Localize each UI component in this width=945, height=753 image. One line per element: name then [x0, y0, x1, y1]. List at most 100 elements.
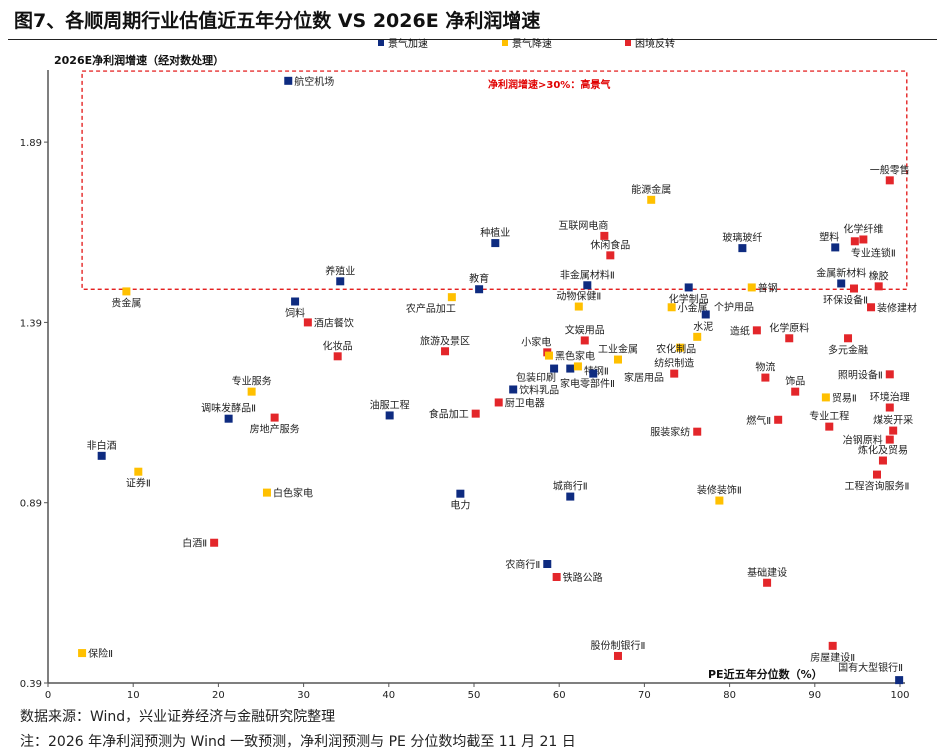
point-label: 电力: [450, 499, 470, 512]
data-point: [270, 413, 279, 422]
x-tick-label: 40: [382, 690, 395, 700]
data-point: [543, 560, 552, 569]
x-tick-label: 0: [45, 690, 51, 700]
point-label: 装修装饰Ⅱ: [697, 484, 742, 497]
data-point: [566, 492, 575, 501]
point-label: 环保设备Ⅱ: [823, 294, 868, 307]
data-point: [606, 251, 615, 260]
data-point: [791, 387, 800, 396]
x-tick-label: 50: [468, 690, 481, 700]
data-point: [262, 488, 271, 497]
x-axis-label: PE近五年分位数（%）: [708, 667, 823, 681]
point-label: 饰品: [785, 375, 805, 388]
high-growth-zone: [81, 70, 908, 290]
data-point: [613, 355, 622, 364]
point-label: 厨卫电器: [505, 396, 545, 409]
point-label: 装修建材: [877, 301, 917, 314]
data-point: [544, 351, 553, 360]
data-point: [303, 318, 312, 327]
data-point: [134, 467, 143, 476]
point-label: 橡胶: [869, 269, 889, 282]
point-label: 黑色家电: [555, 350, 595, 363]
legend-swatch-decel: [502, 40, 508, 46]
point-label: 包装印刷: [516, 371, 556, 384]
data-point: [850, 237, 859, 246]
legend-label-decel: 景气降速: [512, 37, 552, 50]
data-point: [747, 283, 756, 292]
point-label: 国有大型银行Ⅱ: [838, 661, 903, 674]
legend-label-turn: 困境反转: [635, 37, 675, 50]
data-point: [828, 641, 837, 650]
point-label: 环境治理: [870, 391, 910, 404]
point-label: 房地产服务: [250, 423, 300, 436]
data-point: [878, 456, 887, 465]
point-label: 化妆品: [323, 339, 353, 352]
point-label: 物流: [755, 361, 775, 374]
y-tick-label: 0.39: [20, 679, 42, 690]
point-label: 服装家纺: [650, 426, 690, 439]
data-point: [667, 303, 676, 312]
data-point: [589, 369, 598, 378]
data-point: [471, 409, 480, 418]
data-point: [763, 578, 772, 587]
data-point: [785, 334, 794, 343]
point-label: 照明设备Ⅱ: [838, 368, 883, 381]
point-label: 造纸: [730, 324, 750, 337]
data-point: [849, 284, 858, 293]
data-point: [97, 451, 106, 460]
point-label: 饮料乳品: [519, 383, 559, 396]
point-label: 旅游及景区: [420, 334, 470, 347]
point-label: 动物保健Ⅱ: [556, 290, 601, 303]
point-label: 白色家电: [273, 487, 313, 500]
point-label: 酒店餐饮: [314, 316, 354, 329]
point-label: 铁路公路: [563, 571, 603, 584]
data-point: [580, 336, 589, 345]
data-point: [509, 385, 518, 394]
legend-swatch-turn: [625, 40, 631, 46]
point-label: 教育: [469, 272, 489, 285]
point-label: 休闲食品: [590, 238, 630, 251]
point-label: 冶钢原料: [843, 434, 883, 447]
point-label: 食品加工: [429, 408, 469, 421]
point-label: 专业服务: [232, 375, 272, 388]
source-note: 数据来源：Wind，兴业证券经济与金融研究院整理: [20, 709, 336, 725]
point-label: 能源金属: [631, 183, 671, 196]
legend: 景气加速 景气降速 困境反转: [378, 37, 675, 50]
point-label: 化学纤维: [843, 222, 883, 235]
point-label: 工程咨询服务Ⅱ: [845, 480, 910, 493]
data-point: [885, 403, 894, 412]
data-point: [701, 310, 710, 319]
data-point: [885, 370, 894, 379]
point-label: 非金属材料Ⅱ: [560, 268, 615, 281]
data-point: [647, 195, 656, 204]
point-label: 煤炭开采: [873, 414, 913, 427]
point-label: 水泥: [693, 320, 713, 333]
point-label: 金属新材料: [816, 266, 866, 279]
y-tick-label: 1.39: [20, 318, 42, 329]
data-point: [456, 489, 465, 498]
data-point: [573, 362, 582, 371]
scatter-chart: 景气加速 景气降速 困境反转 2026E净利润增速（经对数处理） 净利润增速>30%…: [20, 37, 917, 700]
data-point: [447, 293, 456, 302]
point-label: 农商行Ⅱ: [505, 558, 540, 571]
data-point: [247, 387, 256, 396]
x-tick-label: 70: [638, 690, 651, 700]
data-point: [738, 244, 747, 253]
point-label: 个护用品: [714, 300, 754, 313]
point-label: 家居用品: [624, 371, 664, 384]
data-point: [889, 426, 898, 435]
data-point: [844, 334, 853, 343]
data-point: [684, 283, 693, 292]
data-point: [831, 243, 840, 252]
point-label: 贸易Ⅱ: [832, 392, 857, 404]
data-point: [867, 303, 876, 312]
footnote: 注：2026 年净利润预测为 Wind 一致预测，净利润预测与 PE 分位数均截…: [20, 734, 576, 750]
point-label: 非白酒: [87, 439, 117, 452]
point-label: 饲料: [285, 306, 305, 319]
data-point: [821, 393, 830, 402]
high-growth-zone-label: 净利润增速>30%：高景气: [488, 78, 610, 91]
data-point: [333, 352, 342, 361]
data-point: [859, 235, 868, 244]
data-point: [693, 332, 702, 341]
data-point: [574, 302, 583, 311]
